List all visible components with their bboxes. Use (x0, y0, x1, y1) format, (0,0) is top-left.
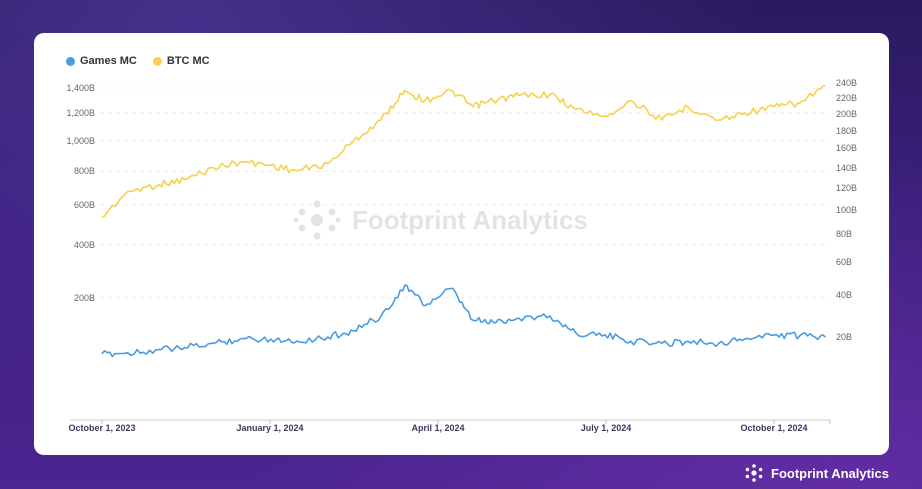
right-tick-label: 140B (836, 163, 857, 173)
right-tick-label: 200B (836, 109, 857, 119)
left-axis: 1,400B 1,200B 1,000B 800B 600B 400B 200B (66, 83, 95, 303)
brand-footer: Footprint Analytics (743, 463, 889, 483)
grid-layer (100, 87, 830, 299)
chart-card (34, 33, 889, 455)
right-tick-label: 100B (836, 205, 857, 215)
watermark: Footprint Analytics (292, 198, 588, 242)
right-tick-label: 20B (836, 332, 852, 342)
x-axis: October 1, 2023 January 1, 2024 April 1, 2… (68, 419, 831, 433)
left-tick-label: 1,000B (66, 136, 95, 146)
legend-label-btc: BTC MC (166, 55, 210, 67)
left-tick-label: 600B (74, 200, 95, 210)
x-tick-label: July 1, 2024 (581, 423, 632, 433)
games-mc-line[interactable] (101, 284, 826, 358)
x-tick-label: October 1, 2023 (68, 423, 135, 433)
right-tick-label: 120B (836, 183, 857, 193)
footprint-brand-icon (745, 464, 763, 482)
left-tick-label: 1,400B (66, 83, 95, 93)
right-tick-label: 80B (836, 229, 852, 239)
left-tick-label: 200B (74, 293, 95, 303)
left-tick-label: 800B (74, 166, 95, 176)
right-tick-label: 160B (836, 143, 857, 153)
brand-text: Footprint Analytics (771, 465, 889, 481)
btc-mc-line[interactable] (101, 84, 826, 218)
watermark-text: Footprint Analytics (352, 204, 588, 235)
legend: Games MC BTC MC (66, 55, 210, 67)
left-tick-label: 1,200B (66, 108, 95, 118)
right-tick-label: 180B (836, 126, 857, 136)
legend-dot-btc (152, 56, 162, 66)
x-tick-label: April 1, 2024 (411, 423, 464, 433)
series-layer (101, 84, 826, 358)
right-tick-label: 240B (836, 78, 857, 88)
legend-dot-games (66, 56, 75, 66)
left-tick-label: 400B (74, 240, 95, 250)
right-axis: 240B 220B 200B 180B 160B 140B 120B 100B 80B 60B 40… (836, 78, 857, 342)
x-tick-label: January 1, 2024 (236, 423, 303, 433)
footprint-logo-icon (293, 200, 341, 240)
right-tick-label: 60B (836, 257, 852, 267)
legend-item-games[interactable]: Games MC (66, 55, 137, 67)
legend-item-btc[interactable]: BTC MC (152, 55, 210, 67)
legend-label-games: Games MC (80, 55, 137, 67)
right-tick-label: 40B (836, 290, 852, 300)
x-tick-label: October 1, 2024 (740, 423, 807, 433)
right-tick-label: 220B (836, 93, 857, 103)
